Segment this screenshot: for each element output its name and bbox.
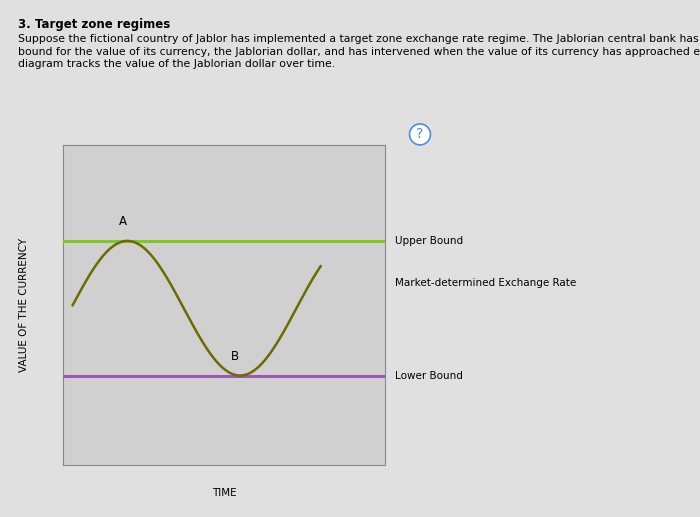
Text: 3. Target zone regimes: 3. Target zone regimes bbox=[18, 18, 169, 31]
Text: Lower Bound: Lower Bound bbox=[395, 371, 463, 381]
Text: TIME: TIME bbox=[211, 488, 237, 498]
Text: Upper Bound: Upper Bound bbox=[395, 236, 463, 246]
Text: Market-determined Exchange Rate: Market-determined Exchange Rate bbox=[395, 278, 577, 287]
Text: ?: ? bbox=[416, 127, 424, 142]
Text: B: B bbox=[231, 349, 239, 363]
Text: A: A bbox=[118, 215, 127, 228]
Text: VALUE OF THE CURRENCY: VALUE OF THE CURRENCY bbox=[20, 238, 29, 372]
Text: bound for the value of its currency, the Jablorian dollar, and has intervened wh: bound for the value of its currency, the… bbox=[18, 47, 700, 56]
Text: Suppose the fictional country of Jablor has implemented a target zone exchange r: Suppose the fictional country of Jablor … bbox=[18, 34, 700, 43]
Text: diagram tracks the value of the Jablorian dollar over time.: diagram tracks the value of the Jabloria… bbox=[18, 59, 335, 69]
